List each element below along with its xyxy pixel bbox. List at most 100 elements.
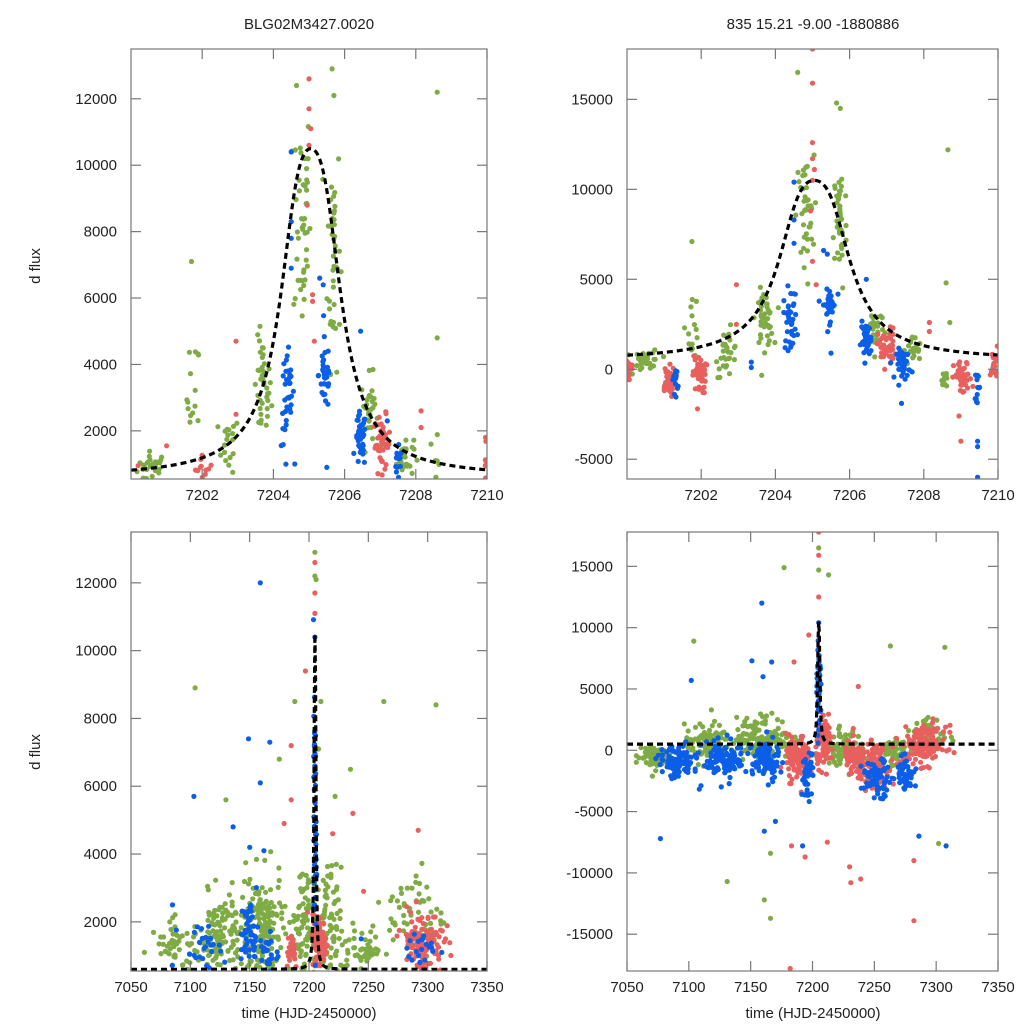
- point-green: [368, 929, 374, 935]
- point-green: [296, 972, 301, 977]
- point-red: [816, 594, 822, 600]
- point-blue: [209, 948, 215, 955]
- point-green: [330, 278, 336, 284]
- point-green: [916, 355, 923, 362]
- point-green: [409, 470, 415, 476]
- point-red: [912, 756, 919, 762]
- point-green: [261, 361, 267, 367]
- point-green: [700, 724, 706, 730]
- point-blue: [762, 762, 768, 768]
- point-red: [787, 965, 793, 971]
- point-green: [186, 349, 192, 355]
- point-blue: [718, 784, 724, 790]
- point-red: [992, 363, 998, 369]
- point-red: [960, 366, 966, 372]
- point-blue: [781, 298, 787, 304]
- point-red: [203, 467, 209, 473]
- point-blue: [430, 948, 436, 954]
- x-tick-label: 7200: [796, 979, 829, 996]
- point-green: [769, 710, 775, 716]
- point-green: [293, 82, 300, 89]
- point-green: [427, 920, 434, 927]
- point-blue: [784, 329, 791, 335]
- point-blue: [716, 756, 722, 762]
- point-green: [337, 908, 343, 914]
- point-green: [757, 284, 764, 290]
- point-green: [761, 719, 767, 725]
- point-red: [441, 939, 447, 945]
- point-blue: [828, 350, 834, 356]
- point-green: [185, 399, 191, 405]
- point-blue: [252, 954, 258, 960]
- point-red: [921, 722, 927, 729]
- point-green: [887, 643, 894, 649]
- point-blue: [669, 755, 675, 762]
- point-green: [711, 718, 718, 724]
- point-green: [280, 925, 287, 931]
- point-green: [652, 347, 658, 353]
- point-blue: [287, 380, 293, 386]
- point-green: [146, 453, 152, 459]
- title-right: 835 15.21 -9.00 -1880886: [727, 16, 900, 33]
- y-tick-label: 2000: [84, 914, 117, 931]
- point-blue: [708, 750, 714, 756]
- point-green: [302, 895, 308, 901]
- point-red: [878, 344, 884, 350]
- point-green: [766, 310, 773, 316]
- point-blue: [423, 941, 429, 947]
- point-blue: [885, 764, 891, 770]
- x-tick-label: 7200: [292, 979, 325, 996]
- y-tick-label: 12000: [75, 575, 117, 592]
- point-green: [721, 354, 727, 361]
- point-green: [426, 896, 432, 902]
- point-red: [808, 208, 814, 214]
- point-red: [816, 532, 822, 535]
- point-blue: [774, 759, 780, 765]
- point-red: [809, 258, 816, 264]
- point-blue: [715, 735, 721, 741]
- point-green: [297, 874, 303, 880]
- point-red: [291, 942, 297, 948]
- point-blue: [785, 283, 791, 289]
- point-blue: [767, 764, 773, 770]
- point-green: [259, 345, 265, 351]
- panels: 7202 7204 7206 7208 7210 2000 4000 6000 8000 1000…: [75, 48, 1015, 996]
- point-blue: [413, 949, 419, 955]
- point-green: [433, 474, 439, 479]
- point-red: [310, 911, 316, 918]
- point-green: [692, 724, 699, 730]
- point-green: [264, 385, 270, 391]
- point-green: [247, 876, 253, 882]
- point-green: [279, 910, 285, 916]
- point-blue: [770, 734, 776, 740]
- point-green: [708, 732, 714, 738]
- point-green: [298, 277, 304, 283]
- point-blue: [722, 765, 728, 772]
- point-blue: [320, 359, 326, 365]
- point-green: [816, 545, 822, 551]
- ylabel-bottom: d flux: [27, 734, 44, 770]
- point-blue: [785, 318, 792, 324]
- point-red: [192, 467, 199, 473]
- point-green: [401, 928, 407, 934]
- point-green: [762, 350, 768, 356]
- point-red: [435, 944, 442, 950]
- point-red: [847, 864, 853, 870]
- point-green: [261, 901, 267, 907]
- y-tick-label: 10000: [571, 181, 613, 198]
- point-green: [304, 263, 310, 269]
- x-tick-label: 7206: [833, 487, 866, 504]
- point-blue: [282, 408, 289, 415]
- point-red: [662, 366, 668, 372]
- point-red: [372, 445, 378, 451]
- point-green: [234, 937, 240, 943]
- point-green: [259, 953, 265, 959]
- point-blue: [351, 450, 357, 456]
- x-tick-label: 7050: [114, 979, 147, 996]
- point-blue: [858, 763, 864, 769]
- point-blue: [284, 353, 290, 359]
- point-blue: [173, 927, 179, 933]
- point-blue: [238, 956, 244, 962]
- point-red: [912, 734, 918, 741]
- point-red: [702, 371, 708, 377]
